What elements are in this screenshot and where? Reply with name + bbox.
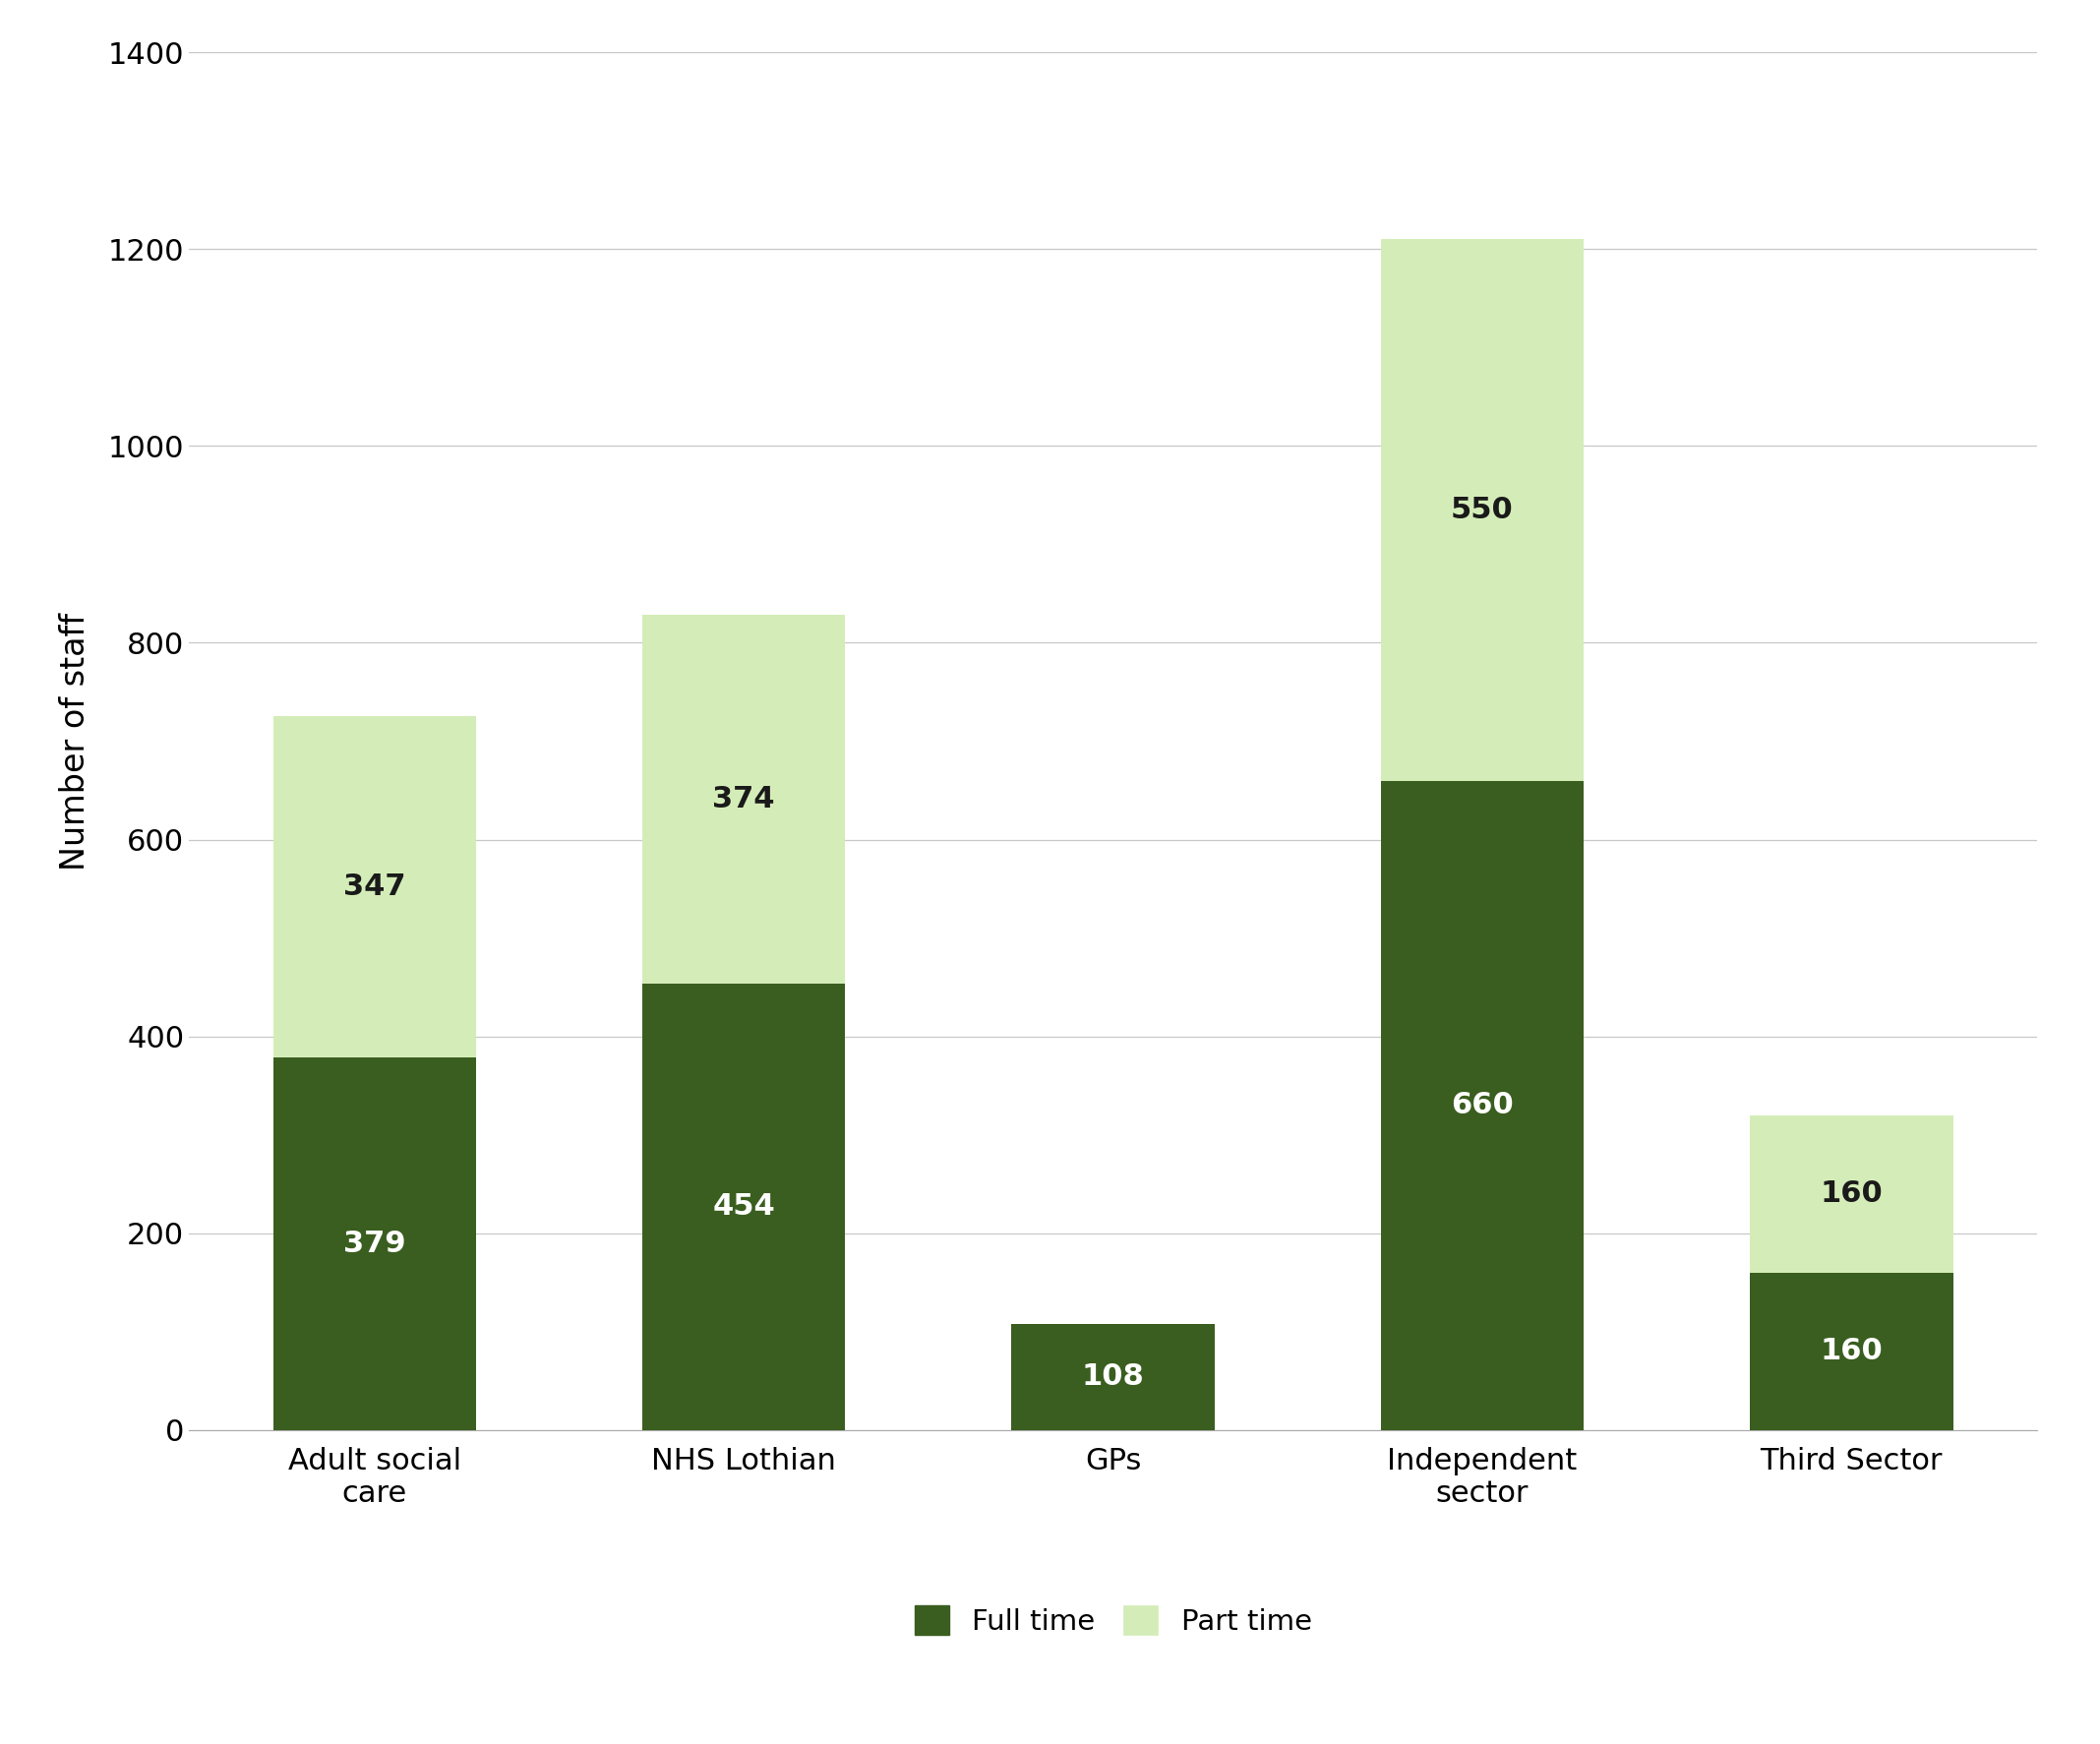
Bar xyxy=(273,715,477,1057)
Text: 454: 454 xyxy=(712,1193,775,1221)
Text: 660: 660 xyxy=(1451,1092,1514,1120)
Y-axis label: Number of staff: Number of staff xyxy=(59,612,92,870)
Bar xyxy=(273,1057,477,1430)
Bar xyxy=(1749,1273,1953,1430)
Text: 347: 347 xyxy=(342,872,405,900)
Text: 160: 160 xyxy=(1821,1338,1884,1366)
Bar xyxy=(1749,1114,1953,1273)
Bar xyxy=(1380,781,1583,1430)
Bar xyxy=(643,984,846,1430)
Text: 379: 379 xyxy=(342,1230,405,1257)
Bar xyxy=(643,616,846,984)
Text: 550: 550 xyxy=(1451,495,1514,525)
Text: 160: 160 xyxy=(1821,1179,1884,1209)
Text: 108: 108 xyxy=(1082,1362,1144,1392)
Text: 374: 374 xyxy=(712,785,775,813)
Bar xyxy=(1380,239,1583,781)
Bar xyxy=(1012,1324,1214,1430)
Legend: Full time, Part time: Full time, Part time xyxy=(901,1591,1325,1650)
